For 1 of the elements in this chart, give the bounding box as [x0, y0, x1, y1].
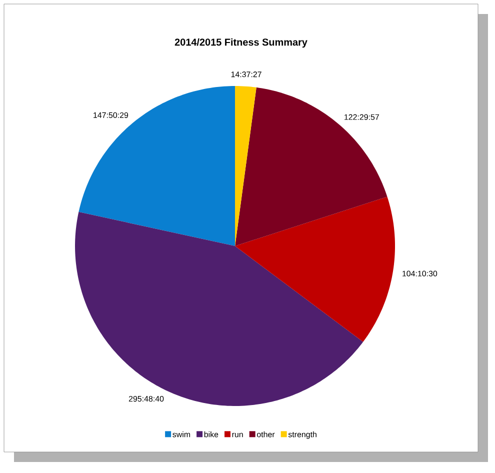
- chart-title: 2014/2015 Fitness Summary: [174, 38, 308, 48]
